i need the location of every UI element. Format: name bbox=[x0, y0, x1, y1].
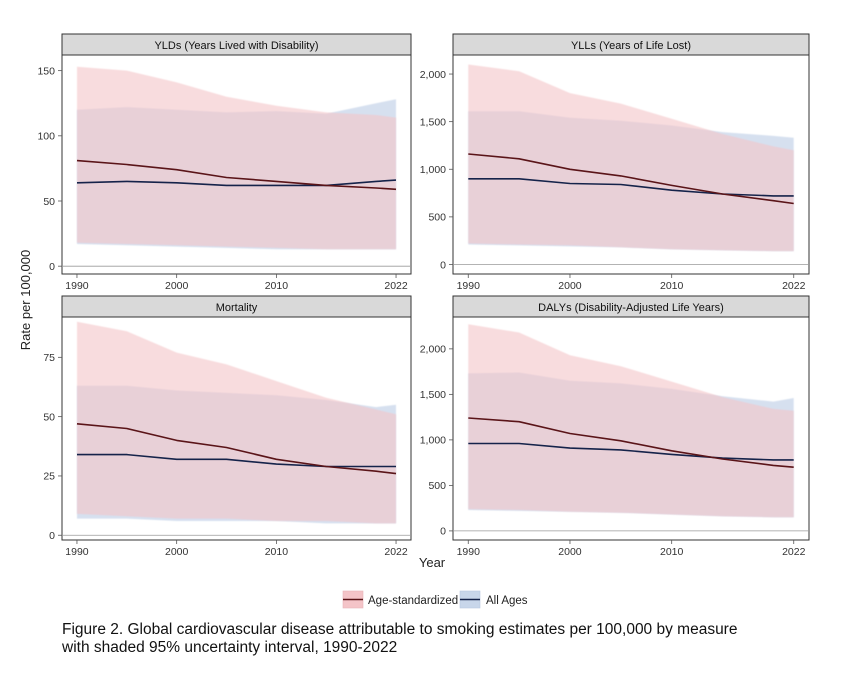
x-tick-label-dalys: 1990 bbox=[457, 546, 481, 558]
x-tick-label-dalys: 2022 bbox=[782, 546, 806, 558]
uncertainty-band-age-standardized-ylds bbox=[77, 66, 396, 250]
legend: Age-standardized All Ages bbox=[342, 590, 528, 609]
series-line-all-ages-dalys bbox=[468, 442, 794, 461]
x-tick-label-dalys: 2000 bbox=[558, 546, 582, 558]
y-tick-label-mortality: 0 bbox=[49, 530, 55, 542]
panel-ylls: YLLs (Years of Life Lost) 0 500 1,000 1,500 2… bbox=[420, 33, 810, 292]
x-tick-label-dalys: 2010 bbox=[660, 546, 684, 558]
x-tick-label-mortality: 1990 bbox=[65, 546, 89, 558]
panel-title-ylls: YLLs (Years of Life Lost) bbox=[571, 40, 691, 52]
y-tick-label-mortality: 75 bbox=[43, 352, 55, 364]
legend-label-age-standardized: Age-standardized bbox=[368, 595, 458, 607]
y-tick-label-dalys: 1,000 bbox=[420, 435, 446, 447]
y-tick-label-ylds: 100 bbox=[37, 131, 55, 143]
y-tick-label-ylds: 150 bbox=[37, 65, 55, 77]
y-tick-label-ylls: 1,000 bbox=[420, 164, 446, 176]
x-axis-title: Year bbox=[419, 555, 446, 570]
y-tick-label-ylls: 0 bbox=[440, 259, 446, 271]
caption-line-2: with shaded 95% uncertainty interval, 19… bbox=[62, 639, 398, 656]
uncertainty-band-age-standardized-mortality bbox=[77, 321, 396, 524]
x-tick-label-ylls: 2000 bbox=[558, 280, 582, 292]
panel-dalys: DALYs (Disability-Adjusted Life Years) 0 5… bbox=[420, 295, 810, 558]
x-tick-label-ylds: 2000 bbox=[165, 280, 189, 292]
y-tick-label-dalys: 1,500 bbox=[420, 389, 446, 401]
series-line-all-ages-ylls bbox=[468, 178, 794, 197]
y-tick-label-dalys: 0 bbox=[440, 526, 446, 538]
x-tick-label-ylds: 2022 bbox=[384, 280, 408, 292]
y-tick-label-dalys: 2,000 bbox=[420, 344, 446, 356]
y-tick-label-mortality: 25 bbox=[43, 471, 55, 483]
series-line-age-standardized-mortality bbox=[76, 423, 397, 475]
panel-mortality: Mortality 0 25 50 75 1990 2000 2010 2022 bbox=[43, 295, 412, 558]
x-tick-label-ylds: 1990 bbox=[65, 280, 89, 292]
panels-layer: YLDs (Years Lived with Disability) 0 50 100… bbox=[37, 33, 810, 558]
x-tick-label-ylds: 2010 bbox=[265, 280, 289, 292]
panel-title-dalys: DALYs (Disability-Adjusted Life Years) bbox=[538, 302, 724, 314]
series-line-age-standardized-dalys bbox=[468, 417, 794, 468]
x-tick-label-mortality: 2010 bbox=[265, 546, 289, 558]
uncertainty-band-age-standardized-dalys bbox=[468, 324, 794, 518]
series-line-all-ages-ylds bbox=[76, 179, 397, 187]
series-line-age-standardized-ylds bbox=[76, 159, 397, 191]
panel-title-mortality: Mortality bbox=[216, 302, 258, 314]
y-tick-label-ylls: 500 bbox=[428, 212, 446, 224]
y-tick-label-ylls: 2,000 bbox=[420, 69, 446, 81]
series-line-age-standardized-ylls bbox=[468, 153, 794, 205]
x-tick-label-mortality: 2022 bbox=[384, 546, 408, 558]
y-tick-label-ylds: 50 bbox=[43, 196, 55, 208]
y-tick-label-ylds: 0 bbox=[49, 261, 55, 273]
y-tick-label-mortality: 50 bbox=[43, 411, 55, 423]
y-tick-label-ylls: 1,500 bbox=[420, 116, 446, 128]
series-line-all-ages-mortality bbox=[77, 453, 396, 468]
panel-ylds: YLDs (Years Lived with Disability) 0 50 100… bbox=[37, 33, 412, 292]
figure-caption: Figure 2. Global cardiovascular disease … bbox=[62, 621, 822, 657]
x-tick-label-mortality: 2000 bbox=[165, 546, 189, 558]
uncertainty-band-age-standardized-ylls bbox=[468, 64, 794, 252]
legend-label-all-ages: All Ages bbox=[486, 595, 528, 607]
caption-line-1: Figure 2. Global cardiovascular disease … bbox=[62, 621, 738, 638]
x-tick-label-ylls: 2022 bbox=[782, 280, 806, 292]
x-tick-label-ylls: 1990 bbox=[457, 280, 481, 292]
panel-title-ylds: YLDs (Years Lived with Disability) bbox=[154, 40, 318, 52]
y-axis-title: Rate per 100,000 bbox=[18, 250, 33, 350]
x-tick-label-ylls: 2010 bbox=[660, 280, 684, 292]
y-tick-label-dalys: 500 bbox=[428, 480, 446, 492]
